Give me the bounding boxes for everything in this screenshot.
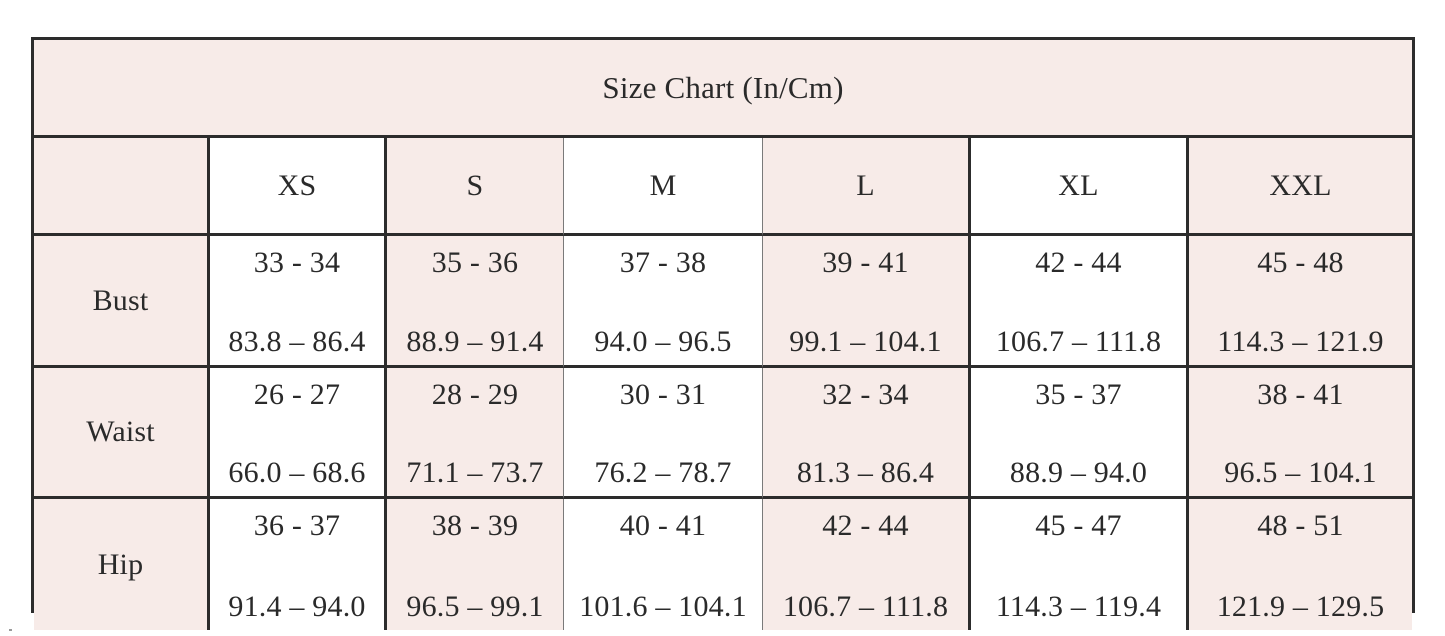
inch-range: 36 - 37 bbox=[253, 509, 341, 542]
measure-cell: 42 - 44 106.7 – 111.8 bbox=[971, 236, 1189, 368]
cm-range: 101.6 – 104.1 bbox=[579, 590, 747, 623]
size-header-s: S bbox=[387, 138, 564, 236]
measure-cell: 36 - 37 91.4 – 94.0 bbox=[210, 499, 387, 630]
measure-cell: 26 - 27 66.0 – 68.6 bbox=[210, 368, 387, 499]
inch-range: 39 - 41 bbox=[822, 246, 909, 279]
cm-range: 91.4 – 94.0 bbox=[228, 590, 366, 623]
cm-range: 121.9 – 129.5 bbox=[1216, 590, 1385, 623]
measure-cell: 45 - 47 114.3 – 119.4 bbox=[971, 499, 1189, 630]
chart-title: Size Chart (In/Cm) bbox=[34, 40, 1412, 138]
measure-cell: 35 - 36 88.9 – 91.4 bbox=[387, 236, 564, 368]
size-header-m: M bbox=[564, 138, 763, 236]
size-header-xs: XS bbox=[210, 138, 387, 236]
cm-range: 114.3 – 121.9 bbox=[1217, 325, 1384, 358]
cm-range: 99.1 – 104.1 bbox=[789, 325, 942, 358]
size-header-l: L bbox=[763, 138, 971, 236]
inch-range: 28 - 29 bbox=[431, 378, 519, 411]
measure-cell: 39 - 41 99.1 – 104.1 bbox=[763, 236, 971, 368]
inch-range: 42 - 44 bbox=[1035, 246, 1122, 279]
cm-range: 106.7 – 111.8 bbox=[995, 325, 1162, 358]
inch-range: 38 - 41 bbox=[1257, 378, 1344, 411]
cm-range: 88.9 – 94.0 bbox=[1009, 456, 1148, 489]
measure-cell: 42 - 44 106.7 – 111.8 bbox=[763, 499, 971, 630]
row-label-waist: Waist bbox=[34, 368, 210, 499]
cm-range: 83.8 – 86.4 bbox=[228, 325, 366, 358]
inch-range: 45 - 48 bbox=[1257, 246, 1344, 279]
size-header-xl: XL bbox=[971, 138, 1189, 236]
cm-range: 94.0 – 96.5 bbox=[594, 325, 732, 358]
inch-range: 26 - 27 bbox=[253, 378, 341, 411]
inch-range: 42 - 44 bbox=[822, 509, 909, 542]
inch-range: 37 - 38 bbox=[619, 246, 707, 279]
cm-range: 114.3 – 119.4 bbox=[995, 590, 1162, 623]
size-chart-table: Size Chart (In/Cm) XS S M L XL XXL Bust … bbox=[31, 37, 1415, 630]
measure-cell: 37 - 38 94.0 – 96.5 bbox=[564, 236, 763, 368]
cm-range: 76.2 – 78.7 bbox=[594, 456, 732, 489]
cm-range: 96.5 – 104.1 bbox=[1224, 456, 1377, 489]
cm-range: 66.0 – 68.6 bbox=[228, 456, 366, 489]
measure-cell: 33 - 34 83.8 – 86.4 bbox=[210, 236, 387, 368]
measure-cell: 40 - 41 101.6 – 104.1 bbox=[564, 499, 763, 630]
cm-range: 71.1 – 73.7 bbox=[406, 456, 544, 489]
measure-cell: 48 - 51 121.9 – 129.5 bbox=[1189, 499, 1412, 630]
row-label-hip: Hip bbox=[34, 499, 210, 630]
inch-range: 35 - 36 bbox=[431, 246, 519, 279]
measure-cell: 30 - 31 76.2 – 78.7 bbox=[564, 368, 763, 499]
inch-range: 32 - 34 bbox=[822, 378, 909, 411]
measure-cell: 35 - 37 88.9 – 94.0 bbox=[971, 368, 1189, 499]
inch-range: 35 - 37 bbox=[1035, 378, 1122, 411]
measure-cell: 38 - 41 96.5 – 104.1 bbox=[1189, 368, 1412, 499]
size-header-xxl: XXL bbox=[1189, 138, 1412, 236]
cm-range: 81.3 – 86.4 bbox=[796, 456, 935, 489]
inch-range: 48 - 51 bbox=[1257, 509, 1344, 542]
cm-range: 96.5 – 99.1 bbox=[406, 590, 544, 623]
header-corner-cell bbox=[34, 138, 210, 236]
inch-range: 40 - 41 bbox=[619, 509, 707, 542]
inch-range: 33 - 34 bbox=[253, 246, 341, 279]
cm-range: 88.9 – 91.4 bbox=[406, 325, 544, 358]
measure-cell: 45 - 48 114.3 – 121.9 bbox=[1189, 236, 1412, 368]
corner-mark bbox=[9, 629, 12, 631]
row-label-bust: Bust bbox=[34, 236, 210, 368]
measure-cell: 32 - 34 81.3 – 86.4 bbox=[763, 368, 971, 499]
measure-cell: 28 - 29 71.1 – 73.7 bbox=[387, 368, 564, 499]
cm-range: 106.7 – 111.8 bbox=[782, 590, 949, 623]
inch-range: 38 - 39 bbox=[431, 509, 519, 542]
inch-range: 30 - 31 bbox=[619, 378, 707, 411]
inch-range: 45 - 47 bbox=[1035, 509, 1122, 542]
measure-cell: 38 - 39 96.5 – 99.1 bbox=[387, 499, 564, 630]
